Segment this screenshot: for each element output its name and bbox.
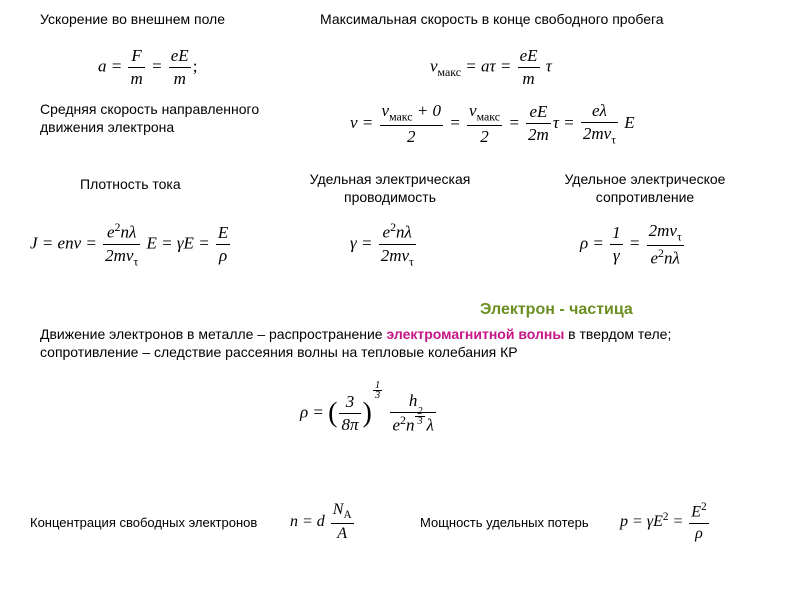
var-twomvt2: 2mv: [105, 246, 133, 265]
motion-wave: электромагнитной волны: [386, 326, 564, 342]
var-gamma2: γ: [610, 244, 623, 267]
var-E4: E: [653, 513, 663, 530]
var-nlambda2: nλ: [396, 223, 412, 242]
var-twomvt1: 2mv: [583, 124, 611, 143]
var-tau2: τ: [546, 57, 552, 76]
label-current-density: Плотность тока: [80, 175, 181, 193]
eq-avg-velocity: v = vмакс + 0 2 = vмакс 2 = eE 2m τ = eλ…: [350, 100, 635, 148]
var-d: d: [317, 513, 325, 530]
var-two2: 2: [467, 125, 502, 148]
eq-vmax: vмакс = aτ = eEm τ: [430, 45, 552, 90]
label-acceleration: Ускорение во внешнем поле: [40, 10, 225, 28]
label-max-velocity: Максимальная скорость в конце свободного…: [320, 10, 664, 28]
var-v4: v: [469, 101, 477, 120]
var-zero: 0: [433, 101, 442, 120]
var-twomvt4: 2mv: [649, 221, 677, 240]
var-exp23d: 3: [415, 416, 424, 426]
var-v2: v: [350, 113, 358, 132]
var-three: 3: [339, 391, 360, 413]
idx-tau2: τ: [133, 254, 138, 268]
var-eE1: eE: [169, 45, 191, 67]
var-two1: 2: [380, 125, 444, 148]
var-twom1: 2m: [528, 125, 549, 144]
label-resistivity: Удельное электрическое сопротивление: [545, 170, 745, 206]
var-p: p: [620, 513, 628, 530]
var-m3: m: [518, 67, 540, 90]
var-gamma1: γ: [350, 234, 357, 253]
var-rho2: ρ: [580, 234, 588, 253]
var-rho1: ρ: [216, 244, 230, 267]
var-eightpi: 8π: [339, 413, 360, 436]
eq-current-density: J = env = e2nλ 2mvτ E = γE = E ρ: [30, 220, 232, 270]
var-twomvt3: 2mv: [381, 246, 409, 265]
idx-A: A: [343, 509, 351, 521]
var-e2d: e: [392, 416, 400, 435]
var-v1: v: [430, 57, 438, 76]
eq-concentration: n = d NA A: [290, 500, 356, 545]
text-electron-motion: Движение электронов в металле – распрост…: [40, 325, 760, 361]
var-n2: n: [290, 513, 298, 530]
var-rho3: ρ: [300, 402, 308, 421]
var-m1: m: [128, 67, 144, 90]
var-exp23n: 2: [415, 407, 424, 416]
eq-conductivity: γ = e2nλ 2mvτ: [350, 220, 418, 270]
var-elambda1: eλ: [581, 100, 618, 122]
idx-tau1: τ: [611, 132, 616, 146]
var-eE3: eE: [526, 101, 551, 123]
var-rho4: ρ: [689, 523, 708, 545]
heading-electron-particle: Электрон - частица: [480, 300, 633, 321]
var-nlambda1: nλ: [120, 223, 136, 242]
idx-tau3: τ: [409, 254, 414, 268]
var-E2a: E: [146, 234, 156, 253]
idx-max1: макс: [438, 65, 461, 79]
var-F: F: [128, 45, 144, 67]
var-a: a: [98, 57, 107, 76]
eq-rho-quantum: ρ = ( 3 8π ) 1 3 h e2n 2 3 λ: [300, 390, 438, 437]
var-J: J: [30, 234, 38, 253]
idx-tau4: τ: [677, 229, 682, 243]
motion-before: Движение электронов в металле – распрост…: [40, 326, 386, 342]
var-m2: m: [169, 67, 191, 90]
var-a2: a: [481, 57, 490, 76]
var-eE2: eE: [518, 45, 540, 67]
var-NA: N: [333, 501, 344, 518]
var-E5: E: [691, 503, 701, 520]
label-avg-velocity: Средняя скорость направленного движения …: [40, 100, 300, 136]
var-lambda2: λ: [427, 416, 434, 435]
var-tau1: τ: [490, 57, 496, 76]
page-root: Ускорение во внешнем поле Максимальная с…: [0, 0, 800, 600]
var-one1: 1: [610, 222, 623, 244]
eq-acceleration: a = Fm = eEm;: [98, 45, 197, 90]
var-E3: E: [216, 222, 230, 244]
var-env: env: [58, 234, 82, 253]
var-nlambda3: nλ: [664, 249, 680, 268]
var-tau3: τ: [553, 113, 559, 132]
var-e2c: e: [651, 249, 659, 268]
eq-resistivity: ρ = 1 γ = 2mvτ e2nλ: [580, 220, 686, 270]
label-power-loss: Мощность удельных потерь: [420, 515, 589, 532]
idx-max2: макс: [389, 109, 412, 123]
var-e2b: e: [383, 223, 391, 242]
var-E1: E: [624, 113, 634, 132]
idx-max3: макс: [477, 109, 500, 123]
var-v3: v: [382, 101, 390, 120]
label-concentration: Концентрация свободных электронов: [30, 515, 257, 532]
var-Aden: A: [331, 523, 354, 545]
eq-power-loss: p = γE2 = E2 ρ: [620, 500, 711, 545]
var-e2a: e: [107, 223, 115, 242]
var-gammaE: γE: [177, 234, 194, 253]
label-conductivity: Удельная электрическая проводимость: [300, 170, 480, 206]
var-exp13d: 3: [373, 390, 382, 401]
